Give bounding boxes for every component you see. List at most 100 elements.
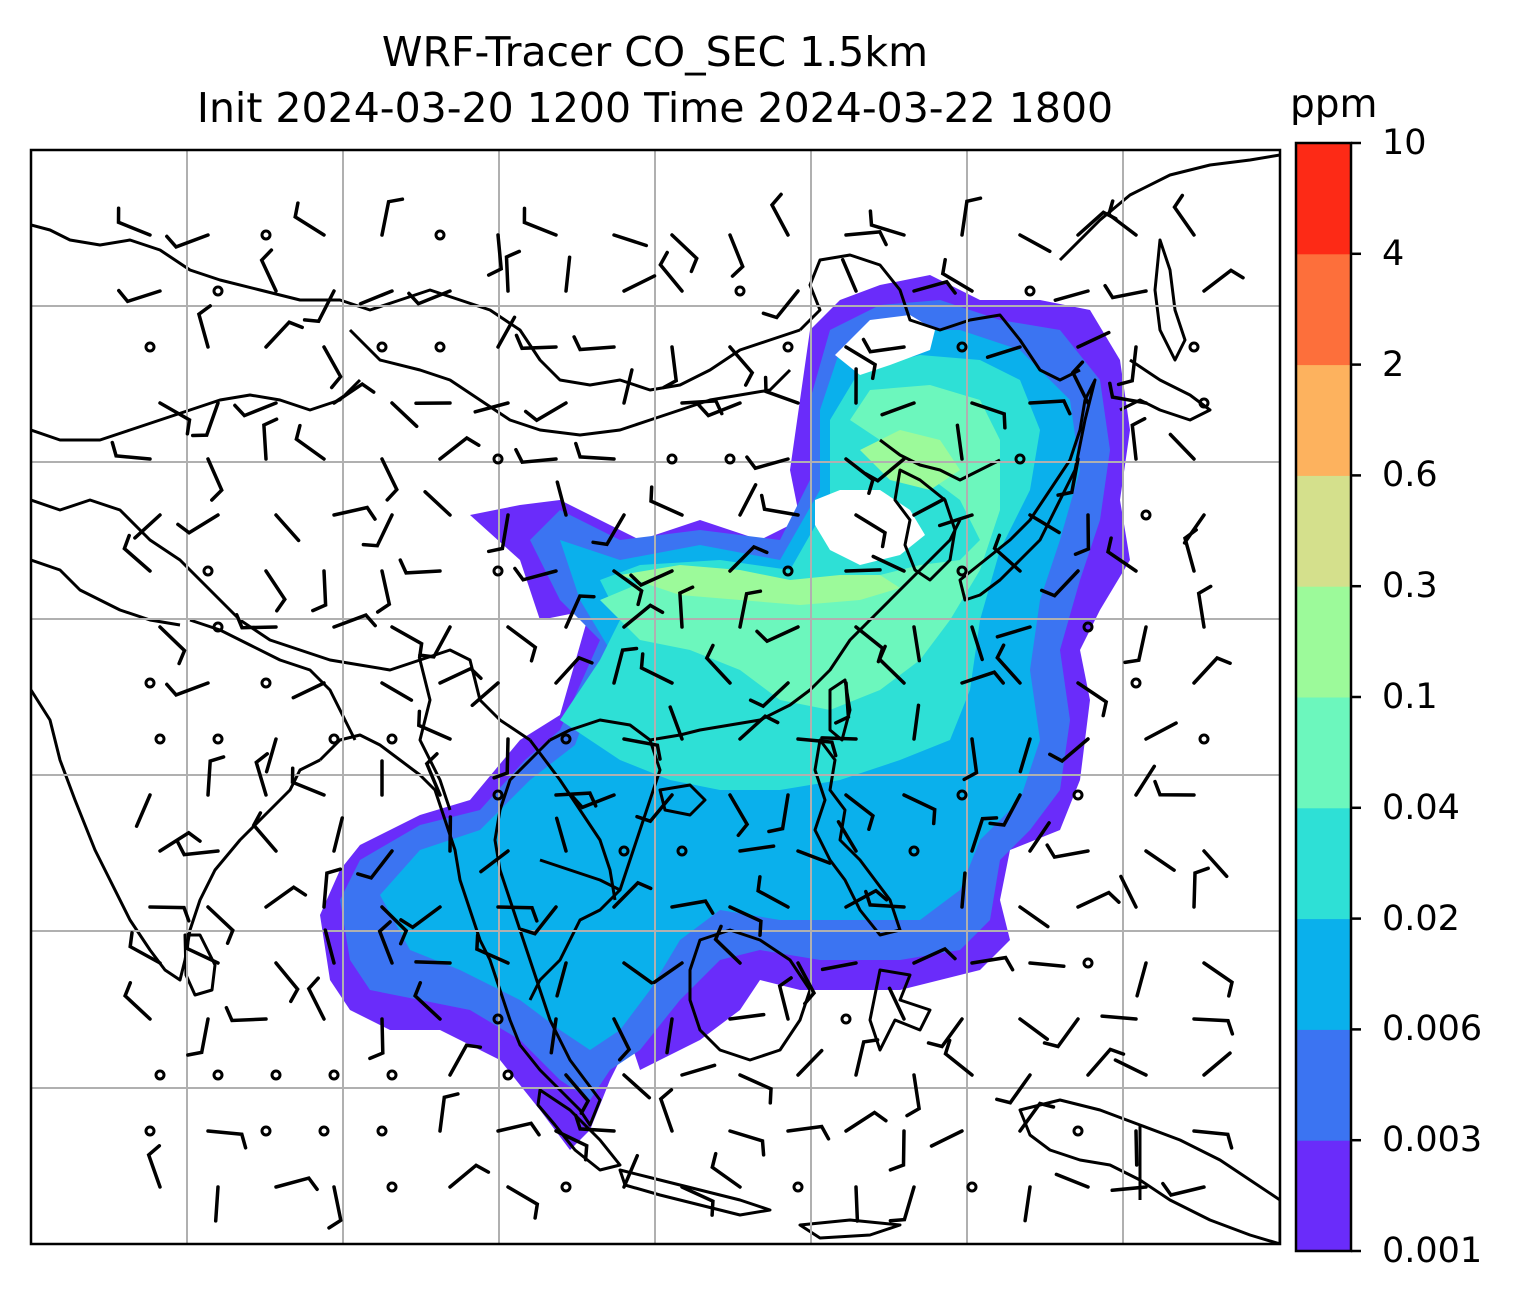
calm-wind-marker <box>376 341 388 353</box>
wind-barb <box>796 737 838 758</box>
wind-barb <box>264 320 304 349</box>
colorbar-segment <box>1296 143 1351 255</box>
wind-barb <box>748 681 790 709</box>
calm-wind-marker <box>956 565 968 577</box>
coastline-sri-lanka <box>183 933 217 997</box>
wind-barb <box>658 1088 674 1133</box>
wind-barb <box>1018 233 1052 254</box>
wind-barb <box>1113 1058 1148 1077</box>
wind-barb <box>574 441 616 461</box>
colorbar-tick-label: 2 <box>1382 344 1405 385</box>
tracer-concentration-fill <box>320 275 1130 1150</box>
coastline-nusa-tenggara <box>798 1218 902 1240</box>
wind-barb <box>652 961 684 985</box>
wind-barb <box>863 457 906 483</box>
wind-barb <box>555 961 568 998</box>
wind-barb <box>1018 1101 1056 1133</box>
colorbar-tick-label: 4 <box>1382 233 1405 274</box>
wind-barb <box>767 793 790 834</box>
calm-wind-marker <box>386 1181 398 1193</box>
wind-barb <box>1028 821 1051 853</box>
wind-barb <box>1110 1185 1148 1193</box>
coastline-sulawesi <box>868 968 932 1052</box>
wind-barb <box>165 681 210 697</box>
calm-wind-marker <box>1188 341 1200 353</box>
wind-barb <box>622 368 634 405</box>
wind-barb <box>1056 457 1080 497</box>
wind-barb <box>1076 890 1121 909</box>
calm-wind-marker <box>724 453 736 465</box>
calm-wind-marker <box>1130 677 1142 689</box>
calm-wind-marker <box>1024 285 1036 297</box>
calm-wind-marker <box>492 453 504 465</box>
calm-wind-marker <box>154 1069 166 1081</box>
wind-barb <box>836 820 858 853</box>
calm-wind-marker <box>1014 453 1026 465</box>
calm-wind-marker <box>1072 1125 1084 1137</box>
border-tibet-south <box>31 498 531 742</box>
wind-barb <box>356 849 394 880</box>
wind-barb <box>622 1153 640 1189</box>
wind-barbs <box>110 192 1245 1230</box>
wind-barb <box>1123 625 1148 665</box>
wind-barb <box>368 1017 385 1061</box>
calm-wind-marker <box>782 565 794 577</box>
wind-barb <box>1182 513 1206 545</box>
coastline-korea <box>893 468 957 582</box>
wind-barb <box>877 644 906 685</box>
calm-wind-marker <box>212 1069 224 1081</box>
wind-barb <box>786 1124 831 1141</box>
wind-barb <box>117 288 162 304</box>
wind-barb <box>327 1185 343 1230</box>
wind-barb <box>259 248 278 293</box>
colorbar-tick-label: 0.02 <box>1382 898 1460 939</box>
wind-barb <box>1161 1181 1206 1197</box>
wind-barb <box>649 485 684 517</box>
calm-wind-marker <box>434 341 446 353</box>
coastline-new-guinea <box>1018 1098 1280 1244</box>
wind-barb <box>185 932 220 965</box>
wind-barb <box>668 705 684 741</box>
calm-wind-marker <box>376 1125 388 1137</box>
colorbar-tick-label: 0.001 <box>1382 1231 1483 1271</box>
wind-barb <box>274 513 301 543</box>
wind-barb <box>380 905 409 946</box>
wind-barb <box>438 1092 460 1133</box>
wind-barb <box>486 233 504 277</box>
calm-wind-marker <box>840 1013 852 1025</box>
wind-barb <box>940 257 974 293</box>
wind-barb <box>970 955 1015 972</box>
wind-barb <box>622 737 662 761</box>
wind-barb <box>1028 399 1072 416</box>
wind-barb <box>622 274 657 293</box>
wind-barb <box>926 1017 964 1049</box>
colorbar-segment <box>1296 364 1351 476</box>
wind-barb <box>417 709 452 741</box>
wind-barb <box>564 1073 591 1115</box>
coastline-borneo <box>688 928 812 1062</box>
colorbar <box>1294 141 1361 1253</box>
wind-barb <box>473 401 510 414</box>
wind-barb <box>1172 193 1196 237</box>
calm-wind-marker <box>956 341 968 353</box>
wind-barb <box>680 1063 717 1077</box>
wind-barb <box>612 880 653 909</box>
calm-wind-marker <box>734 285 746 297</box>
wind-barb <box>761 289 800 320</box>
wind-barb <box>970 401 1007 430</box>
wind-barb <box>955 423 964 461</box>
wind-barb <box>1070 360 1090 405</box>
coastline-russia-east <box>1058 153 1280 262</box>
wind-barb <box>1028 513 1061 535</box>
calm-wind-marker <box>492 565 504 577</box>
wind-barb <box>1028 961 1066 968</box>
wind-barb <box>116 206 152 237</box>
wind-barb <box>1202 849 1229 879</box>
colorbar-segment <box>1296 586 1351 698</box>
concentration-region-0.04 <box>600 385 1000 710</box>
colorbar-tick-label: 10 <box>1382 123 1427 163</box>
wind-barb <box>1192 1017 1235 1036</box>
wind-barb <box>612 233 649 248</box>
wind-barb <box>176 840 220 857</box>
wind-barb <box>763 375 800 405</box>
